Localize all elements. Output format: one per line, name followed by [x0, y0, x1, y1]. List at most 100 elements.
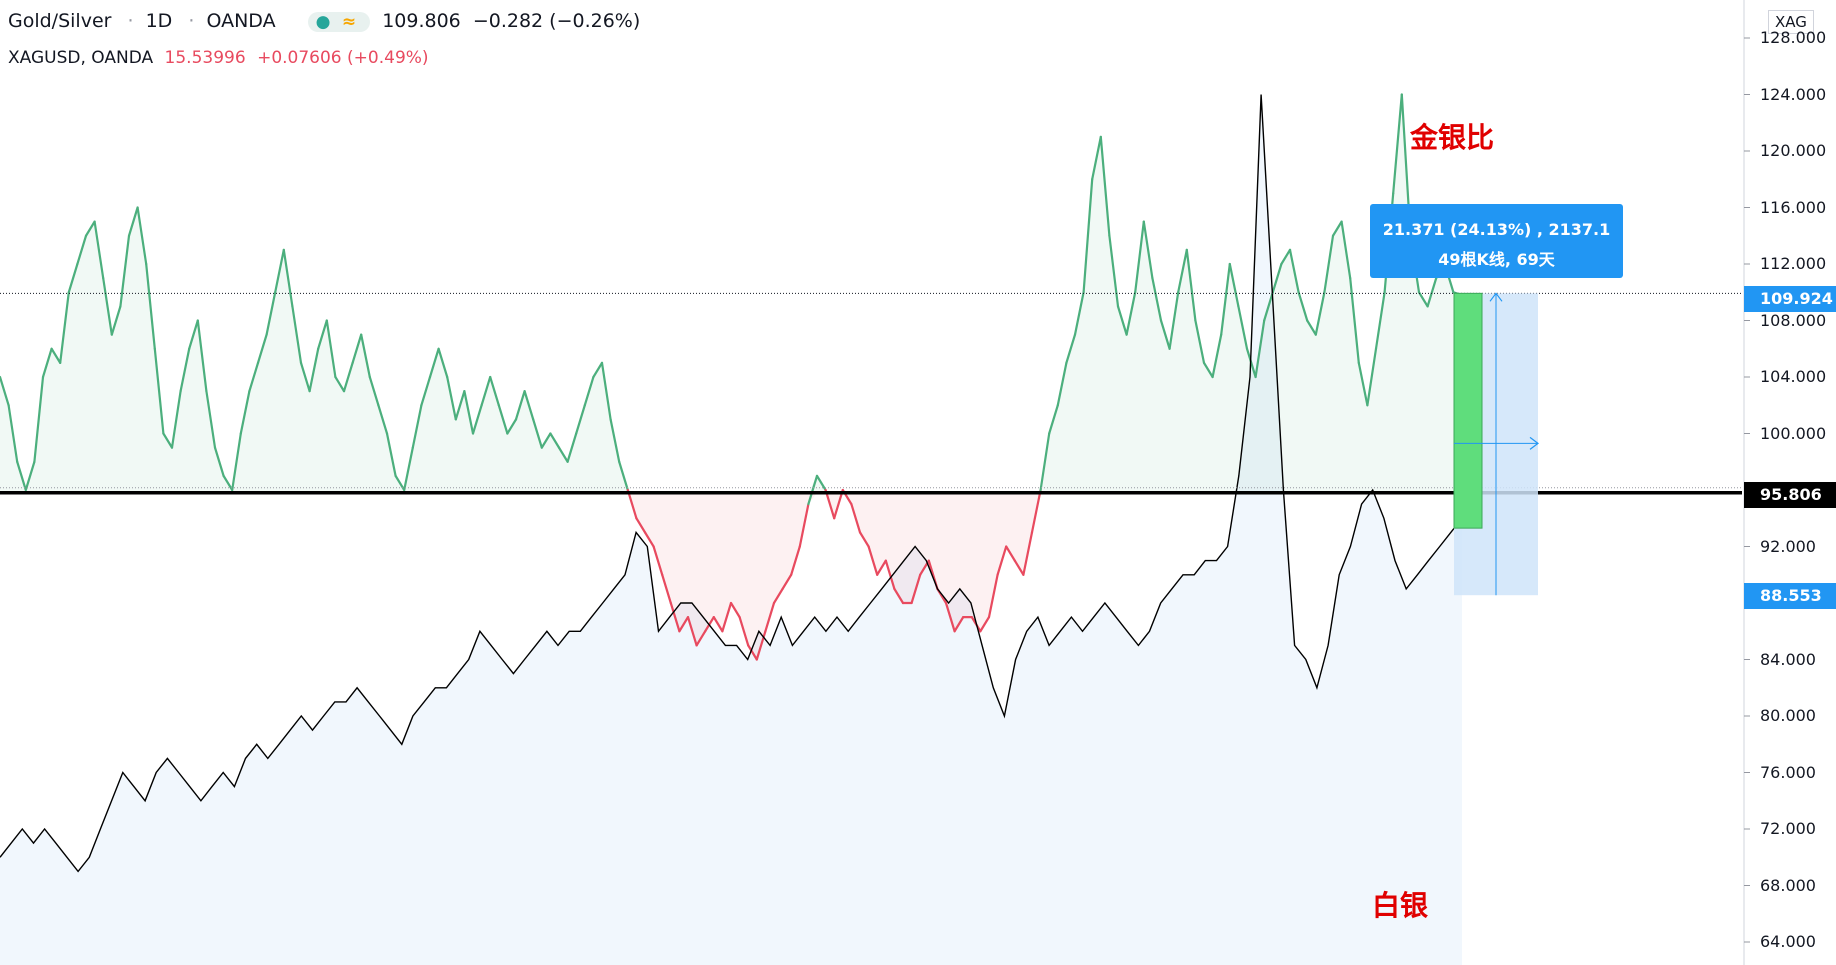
measure-arrow-head-right: [1529, 436, 1539, 450]
ratio-line-segment: [1202, 361, 1214, 379]
ratio-line-segment: [514, 390, 526, 421]
ratio-line-segment: [643, 531, 655, 548]
ratio-line-segment: [1417, 291, 1429, 308]
ratio-line-segment: [1065, 333, 1077, 364]
ratio-line-segment: [1151, 277, 1163, 322]
ratio-line-segment: [1374, 291, 1386, 350]
price-change: −0.282 (−0.26%): [472, 10, 641, 32]
ratio-line-segment: [747, 644, 758, 661]
ratio-line-segment: [282, 248, 294, 308]
ratio-line-segment: [798, 503, 810, 548]
symbol-name[interactable]: Gold/Silver: [8, 10, 112, 32]
ratio-line-segment: [876, 559, 887, 576]
overlay-legend[interactable]: XAGUSD, OANDA 15.53996 +0.07606 (+0.49%): [8, 48, 435, 68]
ratio-line-segment: [557, 446, 569, 463]
ratio-line-segment: [532, 418, 543, 449]
ratio-line-segment: [1030, 488, 1042, 534]
ratio-line-segment: [1306, 319, 1317, 336]
ratio-line-segment: [110, 305, 122, 336]
ratio-line-segment: [1288, 248, 1300, 294]
legend-separator-2: ·: [188, 10, 195, 32]
ratio-line-segment: [0, 375, 10, 407]
ratio-line-segment: [721, 601, 733, 633]
ratio-line-segment: [1314, 291, 1326, 336]
measure-range: 49根K线, 69天: [1438, 250, 1555, 269]
ratio-line-segment: [213, 446, 225, 477]
measure-tooltip: 21.371 (24.13%) , 2137.1 49根K线, 69天: [1370, 204, 1623, 278]
interval[interactable]: 1D: [145, 10, 173, 32]
ratio-line-segment: [67, 262, 79, 294]
ratio-line-segment: [119, 234, 131, 308]
ratio-line-segment: [1177, 248, 1188, 294]
axis-tick-label: 124.000: [1760, 84, 1827, 104]
ratio-line-segment: [1108, 234, 1120, 308]
ratio-line-segment: [1245, 347, 1257, 379]
ratio-line-segment: [342, 361, 354, 393]
ratio-line-segment: [274, 248, 285, 294]
ratio-line-segment: [833, 488, 844, 520]
axis-tick-label: 84.000: [1760, 649, 1816, 669]
ratio-line-segment: [712, 616, 724, 633]
broker: OANDA: [206, 10, 276, 32]
current-price-tag: 109.924: [1744, 286, 1836, 312]
ratio-line-segment: [824, 488, 836, 520]
ratio-line-segment: [1073, 291, 1085, 336]
ratio-line-segment: [291, 305, 303, 364]
ratio-line-segment: [454, 390, 466, 421]
ratio-line-segment: [76, 234, 88, 266]
axis-tick-label: 128.000: [1760, 28, 1827, 47]
ratio-line-segment: [850, 503, 862, 534]
ratio-line-segment: [102, 277, 113, 336]
ratio-line-segment: [678, 616, 690, 633]
ratio-line-segment: [59, 291, 70, 364]
ratio-fill-below: [0, 492, 1462, 660]
axis-tick-label: 120.000: [1760, 141, 1827, 160]
status-indicators[interactable]: ● ≈: [307, 12, 371, 32]
overlay-scale-label[interactable]: XAG: [1768, 10, 1814, 34]
ratio-line-segment: [446, 375, 457, 421]
ratio-line-segment: [600, 361, 612, 421]
ratio-line-segment: [592, 361, 604, 379]
ratio-line-segment: [170, 390, 182, 449]
ratio-line-segment: [239, 390, 251, 435]
ratio-line-segment: [1237, 305, 1249, 350]
ratio-line-segment: [772, 587, 784, 605]
ratio-line-segment: [205, 390, 217, 449]
ratio-line-segment: [127, 206, 139, 237]
ratio-line-segment: [893, 587, 905, 605]
ratio-line-segment: [618, 460, 629, 492]
ratio-line-segment: [1082, 178, 1094, 294]
ratio-line-segment: [385, 432, 397, 477]
ratio-line-segment: [1331, 220, 1343, 237]
ratio-line-segment: [635, 517, 647, 534]
ratio-line-segment: [1005, 545, 1016, 562]
ratio-line-segment: [1134, 220, 1145, 294]
ratio-line-segment: [609, 418, 621, 463]
last-price: 109.806: [382, 10, 461, 32]
ratio-line-segment: [790, 545, 801, 576]
ratio-line-segment: [1194, 319, 1206, 364]
ratio-line-segment: [471, 404, 483, 435]
ratio-line-segment: [867, 545, 879, 576]
ratio-line-segment: [540, 432, 552, 449]
ratio-line-segment: [1125, 291, 1137, 336]
ratio-line-segment: [1056, 361, 1068, 407]
ratio-line-segment: [884, 559, 896, 590]
ratio-line-segment: [729, 601, 741, 619]
axis-tick-label: 116.000: [1760, 197, 1827, 217]
ratio-line-segment: [1366, 347, 1378, 407]
ratio-line-segment: [1392, 93, 1403, 195]
ratio-line-segment: [84, 220, 96, 237]
ratio-line-segment: [308, 347, 320, 393]
ratio-line-segment: [1228, 262, 1240, 308]
axis-tick-label: 68.000: [1760, 875, 1816, 895]
overlay-change: +0.07606 (+0.49%): [257, 48, 429, 68]
ratio-line-segment: [1323, 234, 1335, 294]
ratio-line-segment: [781, 573, 793, 590]
gold-silver-ratio-label: 金银比: [1410, 121, 1495, 154]
axis-tick-label: 76.000: [1760, 762, 1816, 782]
ratio-line-segment: [1297, 291, 1309, 322]
ratio-line-segment: [33, 375, 45, 463]
ratio-line-segment: [196, 319, 208, 393]
